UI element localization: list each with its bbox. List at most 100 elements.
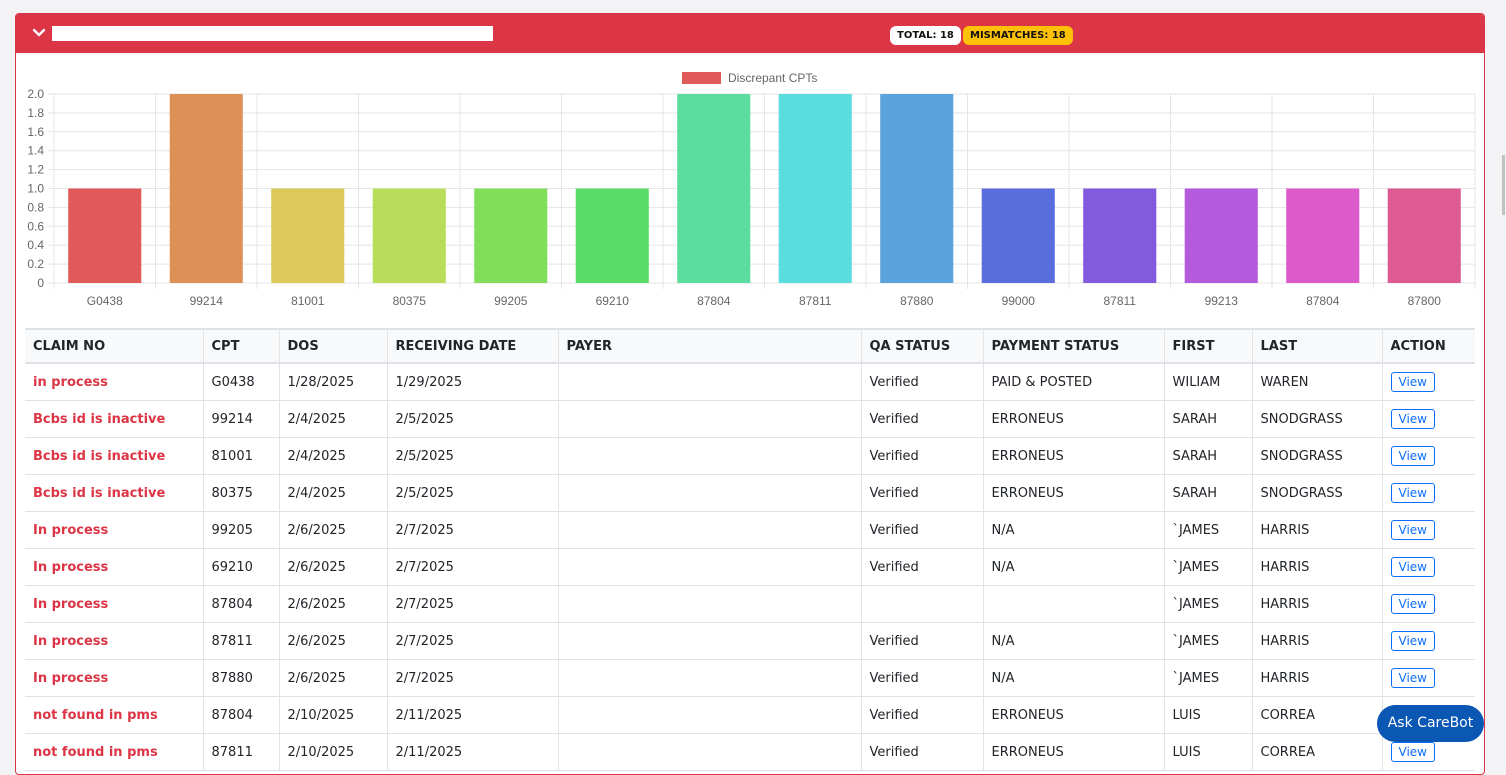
claim-no-cell: In process [25, 659, 204, 697]
y-tick-label: 0.4 [27, 238, 44, 252]
qa-status-cell: Verified [861, 511, 984, 549]
claim-no-cell: Bcbs id is inactive [25, 474, 204, 512]
last-name-cell: CORREA [1252, 696, 1383, 734]
receiving-date-cell: 2/7/2025 [387, 548, 559, 586]
cpt-cell: 69210 [203, 548, 280, 586]
table-row: In process 69210 2/6/2025 2/7/2025 Verified N… [25, 548, 1475, 586]
y-tick-label: 0.2 [27, 257, 44, 271]
payer-cell [558, 585, 862, 623]
table-row: In process 87811 2/6/2025 2/7/2025 Verified N… [25, 622, 1475, 660]
bar-80375[interactable] [372, 188, 446, 284]
view-button[interactable]: View [1390, 668, 1435, 688]
table-row: Bcbs id is inactive 99214 2/4/2025 2/5/2025… [25, 400, 1475, 438]
payer-cell [558, 437, 862, 475]
dos-cell: 2/4/2025 [279, 437, 388, 475]
bar-87811[interactable] [778, 94, 852, 283]
x-tick-label: 87804 [1306, 294, 1340, 308]
column-header: PAYMENT STATUS [983, 328, 1165, 364]
ask-carebot-button[interactable]: Ask CareBot [1377, 705, 1484, 742]
table-header-row: CLAIM NO CPT DOS RECEIVING DATE PAYER QA STAT… [25, 328, 1475, 364]
last-name-cell: SNODGRASS [1252, 400, 1383, 438]
cpt-cell: G0438 [203, 363, 280, 401]
payment-status-cell: N/A [983, 511, 1165, 549]
first-name-cell: LUIS [1164, 696, 1253, 734]
table-row: Bcbs id is inactive 80375 2/4/2025 2/5/2025… [25, 474, 1475, 512]
claim-no-cell: In process [25, 622, 204, 660]
cpt-cell: 87811 [203, 733, 280, 771]
bar-87804[interactable] [677, 94, 751, 283]
view-button[interactable]: View [1390, 483, 1435, 503]
view-button[interactable]: View [1390, 372, 1435, 392]
bar-99213[interactable] [1184, 188, 1258, 284]
bar-99205[interactable] [474, 188, 548, 284]
first-name-cell: SARAH [1164, 400, 1253, 438]
qa-status-cell [861, 585, 984, 623]
bar-99214[interactable] [169, 94, 243, 283]
action-cell: View [1382, 659, 1475, 697]
claim-no-cell: In process [25, 548, 204, 586]
claim-no-cell: In process [25, 585, 204, 623]
y-tick-label: 1.2 [27, 163, 44, 177]
bar-99000[interactable] [981, 188, 1055, 284]
qa-status-cell: Verified [861, 622, 984, 660]
column-header: LAST [1252, 328, 1383, 364]
x-tick-label: 87800 [1408, 294, 1442, 308]
y-tick-label: 2.0 [27, 87, 44, 101]
bar-87804[interactable] [1286, 188, 1360, 284]
qa-status-cell: Verified [861, 696, 984, 734]
bar-87811[interactable] [1083, 188, 1157, 284]
cpt-cell: 87804 [203, 696, 280, 734]
first-name-cell: `JAMES [1164, 585, 1253, 623]
bar-87800[interactable] [1387, 188, 1461, 284]
discrepancy-panel: TOTAL: 18 MISMATCHES: 18 Discrepant CPTs… [15, 13, 1485, 775]
view-button[interactable]: View [1390, 409, 1435, 429]
first-name-cell: WILIAM [1164, 363, 1253, 401]
bar-69210[interactable] [575, 188, 649, 284]
payment-status-cell: N/A [983, 548, 1165, 586]
receiving-date-cell: 2/5/2025 [387, 474, 559, 512]
bar-87880[interactable] [880, 94, 954, 283]
view-button[interactable]: View [1390, 631, 1435, 651]
last-name-cell: HARRIS [1252, 585, 1383, 623]
action-cell: View [1382, 363, 1475, 401]
payer-cell [558, 622, 862, 660]
view-button[interactable]: View [1390, 446, 1435, 466]
view-button[interactable]: View [1390, 557, 1435, 577]
action-cell: View [1382, 622, 1475, 660]
first-name-cell: LUIS [1164, 733, 1253, 771]
payment-status-cell [983, 585, 1165, 623]
action-cell: View [1382, 511, 1475, 549]
view-button[interactable]: View [1390, 594, 1435, 614]
claim-no-cell: Bcbs id is inactive [25, 400, 204, 438]
legend-label: Discrepant CPTs [728, 71, 817, 85]
table-row: In process 87880 2/6/2025 2/7/2025 Verified N… [25, 659, 1475, 697]
chevron-down-icon[interactable] [30, 24, 48, 42]
view-button[interactable]: View [1390, 742, 1435, 762]
bar-81001[interactable] [271, 188, 345, 284]
payer-cell [558, 733, 862, 771]
qa-status-cell: Verified [861, 474, 984, 512]
x-tick-label: 99000 [1002, 294, 1036, 308]
qa-status-cell: Verified [861, 437, 984, 475]
x-tick-label: 80375 [393, 294, 427, 308]
total-badge: TOTAL: 18 [890, 26, 961, 45]
table-row: not found in pms 87811 2/10/2025 2/11/2025 V… [25, 733, 1475, 771]
x-tick-label: 87811 [1104, 294, 1137, 308]
page-scrollbar[interactable] [1502, 155, 1505, 215]
legend-swatch[interactable] [682, 72, 721, 84]
x-tick-label: 87811 [799, 294, 832, 308]
action-cell: View [1382, 474, 1475, 512]
claim-no-cell: In process [25, 511, 204, 549]
first-name-cell: `JAMES [1164, 511, 1253, 549]
panel-title-redacted [52, 26, 493, 41]
payment-status-cell: PAID & POSTED [983, 363, 1165, 401]
claims-table-container: CLAIM NO CPT DOS RECEIVING DATE PAYER QA STAT… [25, 328, 1475, 771]
dos-cell: 2/6/2025 [279, 548, 388, 586]
dos-cell: 2/6/2025 [279, 659, 388, 697]
view-button[interactable]: View [1390, 520, 1435, 540]
payment-status-cell: ERRONEUS [983, 437, 1165, 475]
cpt-cell: 80375 [203, 474, 280, 512]
first-name-cell: SARAH [1164, 474, 1253, 512]
chart-canvas: Discrepant CPTs 2.0 1.8 1.6 1.4 1.2 1.0 0.8 0.6 0… [27, 71, 1476, 308]
bar-G0438[interactable] [68, 188, 142, 284]
